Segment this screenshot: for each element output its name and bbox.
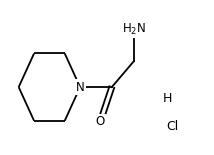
Text: Cl: Cl: [166, 120, 178, 133]
Text: H: H: [163, 92, 172, 105]
Text: N: N: [76, 81, 85, 94]
Text: O: O: [96, 115, 105, 128]
Text: H$_2$N: H$_2$N: [122, 22, 146, 37]
